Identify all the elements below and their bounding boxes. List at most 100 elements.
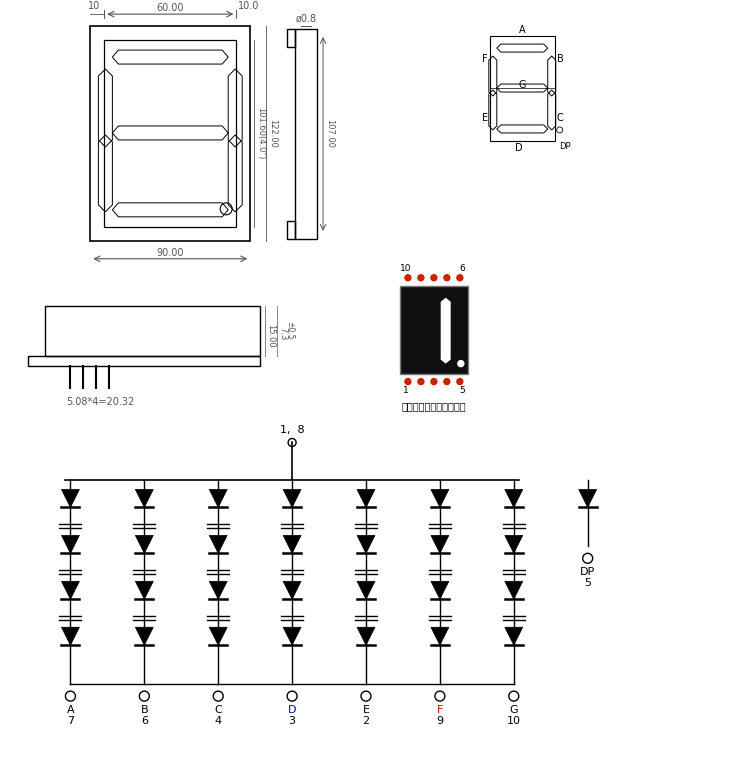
Polygon shape [61,581,79,599]
Text: 5: 5 [584,578,591,588]
Text: ±0.5: ±0.5 [285,322,294,340]
Circle shape [66,691,75,701]
Polygon shape [504,535,523,554]
Text: 10: 10 [400,264,412,273]
Bar [45,305,260,355]
Polygon shape [283,490,301,507]
Text: B: B [141,705,148,715]
Text: 101.60(4.0"): 101.60(4.0") [256,107,265,160]
Text: G: G [518,80,526,90]
Text: DP: DP [580,567,596,577]
Circle shape [405,379,411,385]
Circle shape [431,379,437,385]
Circle shape [405,274,411,281]
Bar [90,26,250,241]
Text: 60.00: 60.00 [157,3,184,13]
Text: 5.08*4=20.32: 5.08*4=20.32 [66,396,135,406]
Polygon shape [357,535,375,554]
Circle shape [418,379,424,385]
Text: 107.00: 107.00 [325,120,334,149]
Text: 1: 1 [403,386,409,395]
Polygon shape [283,581,301,599]
Circle shape [139,691,149,701]
Polygon shape [209,535,227,554]
Text: 10: 10 [507,716,521,726]
Text: 15.00: 15.00 [266,324,275,348]
Polygon shape [61,628,79,645]
Polygon shape [357,628,375,645]
Circle shape [418,274,424,281]
Polygon shape [504,581,523,599]
Text: 5: 5 [459,386,464,395]
Polygon shape [431,490,449,507]
Text: ø0.8: ø0.8 [295,14,316,24]
Text: 10.0: 10.0 [238,1,260,11]
Text: D: D [288,705,297,715]
Polygon shape [209,581,227,599]
Polygon shape [209,490,227,507]
Polygon shape [209,628,227,645]
Text: 4: 4 [214,716,222,726]
Text: 2: 2 [362,716,370,726]
Polygon shape [136,581,153,599]
Text: 3: 3 [289,716,295,726]
Text: D: D [515,143,523,153]
Polygon shape [431,535,449,554]
Circle shape [288,439,296,446]
Circle shape [287,691,297,701]
Circle shape [457,274,463,281]
Circle shape [361,691,371,701]
Polygon shape [431,628,449,645]
Text: 9: 9 [437,716,443,726]
Bar [287,221,295,239]
Text: G: G [510,705,518,715]
Text: A: A [519,25,526,35]
Text: 7: 7 [67,716,74,726]
Text: 90.00: 90.00 [157,247,184,258]
Text: B: B [557,54,564,64]
Bar [104,40,236,227]
Circle shape [444,379,450,385]
Polygon shape [283,628,301,645]
Text: C: C [557,113,564,123]
Circle shape [444,274,450,281]
Polygon shape [61,490,79,507]
Bar [490,36,555,141]
Text: DP: DP [559,143,571,151]
Bar [400,286,468,374]
Circle shape [458,361,464,366]
Circle shape [213,691,223,701]
Polygon shape [504,490,523,507]
Bar [295,29,317,239]
Text: 7.3: 7.3 [278,327,287,340]
Text: C: C [214,705,222,715]
Text: 6: 6 [141,716,148,726]
Text: 1,  8: 1, 8 [280,425,305,435]
Text: F: F [437,705,443,715]
Text: 数码管显示及引脚位置图: 数码管显示及引脚位置图 [402,402,467,412]
Polygon shape [61,535,79,554]
Bar [28,355,260,365]
Circle shape [457,379,463,385]
Polygon shape [136,535,153,554]
Text: F: F [482,54,488,64]
Polygon shape [283,535,301,554]
Polygon shape [431,581,449,599]
Text: E: E [362,705,370,715]
Bar [287,29,295,47]
Text: A: A [66,705,74,715]
Text: 6: 6 [459,264,464,273]
Circle shape [435,691,445,701]
Polygon shape [579,490,596,507]
Text: 10: 10 [88,1,101,11]
Polygon shape [504,628,523,645]
Polygon shape [357,490,375,507]
Polygon shape [136,628,153,645]
Text: 122.00: 122.00 [268,119,277,148]
Polygon shape [357,581,375,599]
Circle shape [431,274,437,281]
Circle shape [509,691,519,701]
Polygon shape [136,490,153,507]
Text: E: E [482,113,488,123]
Polygon shape [441,298,451,364]
